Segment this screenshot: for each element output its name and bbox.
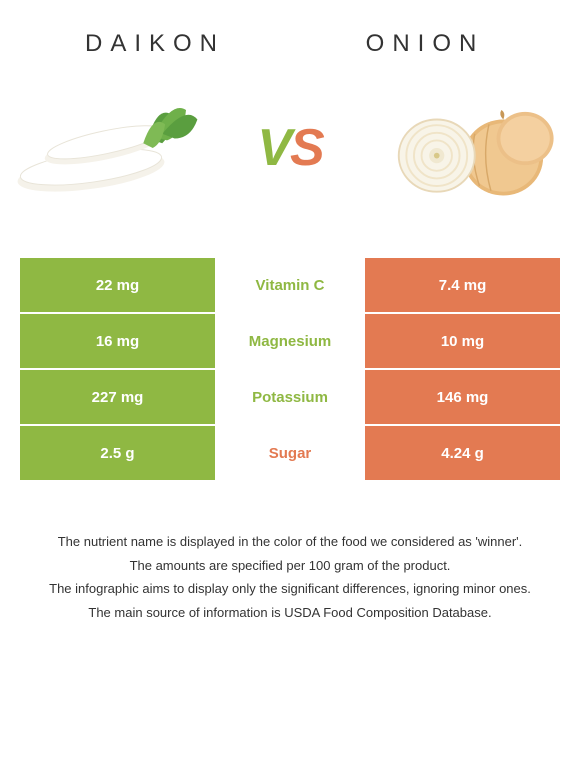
- images-row: VS: [0, 78, 580, 238]
- value-left: 22 mg: [20, 258, 215, 312]
- footer-line-2: The amounts are specified per 100 gram o…: [30, 556, 550, 576]
- titles-row: Daikon Onion: [0, 0, 580, 78]
- daikon-image: [15, 78, 205, 218]
- footer-line-3: The infographic aims to display only the…: [30, 579, 550, 599]
- nutrient-label: Potassium: [215, 370, 365, 424]
- footer-notes: The nutrient name is displayed in the co…: [0, 482, 580, 646]
- value-left: 227 mg: [20, 370, 215, 424]
- nutrient-label: Magnesium: [215, 314, 365, 368]
- value-right: 7.4 mg: [365, 258, 560, 312]
- vs-letter-s: S: [290, 119, 323, 177]
- table-row: 22 mgVitamin C7.4 mg: [20, 258, 560, 314]
- onion-image: [375, 78, 565, 218]
- vs-badge: VS: [257, 118, 322, 178]
- value-left: 16 mg: [20, 314, 215, 368]
- table-row: 227 mgPotassium146 mg: [20, 370, 560, 426]
- value-left: 2.5 g: [20, 426, 215, 480]
- footer-line-4: The main source of information is USDA F…: [30, 603, 550, 623]
- nutrient-label: Vitamin C: [215, 258, 365, 312]
- vs-letter-v: V: [257, 119, 290, 177]
- title-right: Onion: [290, 30, 560, 58]
- title-left: Daikon: [20, 30, 290, 58]
- comparison-table: 22 mgVitamin C7.4 mg16 mgMagnesium10 mg2…: [20, 258, 560, 482]
- value-right: 10 mg: [365, 314, 560, 368]
- value-right: 4.24 g: [365, 426, 560, 480]
- value-right: 146 mg: [365, 370, 560, 424]
- nutrient-label: Sugar: [215, 426, 365, 480]
- table-row: 16 mgMagnesium10 mg: [20, 314, 560, 370]
- footer-line-1: The nutrient name is displayed in the co…: [30, 532, 550, 552]
- table-row: 2.5 gSugar4.24 g: [20, 426, 560, 482]
